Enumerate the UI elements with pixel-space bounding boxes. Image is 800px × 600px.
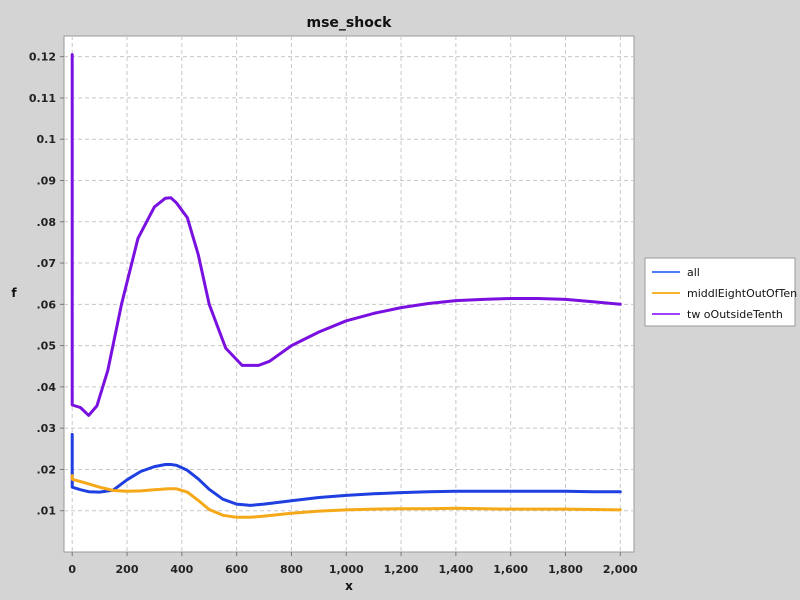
series-line-0: [70, 432, 622, 507]
y-tick-label: .01: [37, 505, 57, 518]
y-tick-label: .07: [37, 257, 57, 270]
x-tick-label: 1,400: [438, 563, 473, 576]
x-tick-label: 800: [280, 563, 303, 576]
y-tick-label: .05: [37, 340, 57, 353]
x-tick-label: 400: [170, 563, 193, 576]
x-tick-label: 2,000: [603, 563, 638, 576]
x-tick-label: 200: [116, 563, 139, 576]
y-tick-label: .09: [37, 174, 57, 187]
y-tick-label: .03: [37, 422, 57, 435]
legend: all middlEightOutOfTen tw oOutsideTenth: [644, 257, 797, 327]
y-tick-label: 0.11: [29, 92, 56, 105]
grid-lines: [64, 36, 634, 552]
y-tick-label: 0.1: [37, 133, 57, 146]
x-tick-label: 1,200: [384, 563, 419, 576]
x-tick-label: 1,000: [329, 563, 364, 576]
legend-label: tw oOutsideTenth: [687, 308, 783, 321]
y-tick-label: .04: [37, 381, 57, 394]
y-axis-ticks: .01 .02 .03 .04 .05 .06 .07 .08 .09 0.1 0.11 0.12: [29, 51, 64, 518]
legend-label: middlEightOutOfTen: [687, 287, 797, 300]
x-tick-label: 1,800: [548, 563, 583, 576]
y-tick-label: 0.12: [29, 51, 56, 64]
x-tick-label: 0: [68, 563, 76, 576]
x-tick-label: 600: [225, 563, 248, 576]
x-axis-ticks: 0 200 400 600 800 1,000 1,200 1,400 1,600 1,800 2,…: [68, 552, 638, 576]
x-axis-label: x: [345, 579, 353, 593]
x-tick-label: 1,600: [493, 563, 528, 576]
chart-title: mse_shock: [307, 15, 393, 31]
series-line-2: [70, 53, 622, 417]
series-line-1: [70, 474, 622, 519]
y-axis-label: f: [11, 286, 17, 300]
y-tick-label: .08: [37, 216, 57, 229]
y-tick-label: .02: [37, 463, 57, 476]
plot-area: [63, 35, 635, 553]
y-tick-label: .06: [37, 298, 57, 311]
legend-label: all: [687, 266, 700, 279]
series-lines: [70, 53, 622, 519]
